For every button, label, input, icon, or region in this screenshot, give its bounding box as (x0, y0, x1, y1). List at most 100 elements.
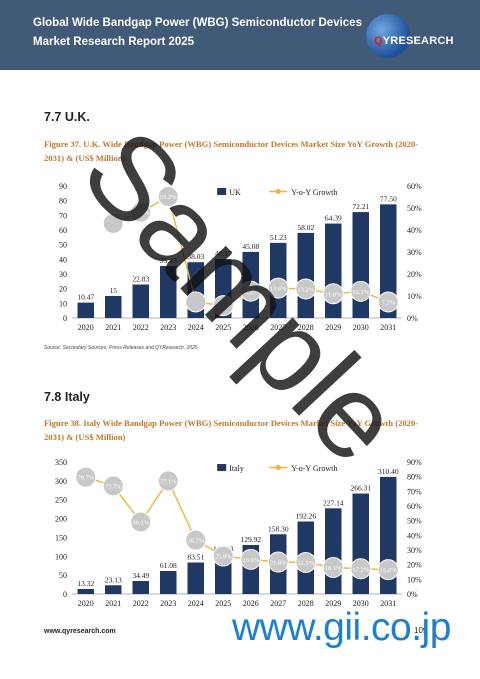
growth-label: 55.2% (160, 194, 177, 201)
y-tick-label-left: 40 (59, 255, 67, 264)
growth-marker (130, 201, 152, 223)
growth-label: 25.9% (215, 554, 232, 561)
bar (132, 284, 149, 318)
x-tick-label: 2028 (298, 599, 314, 608)
x-tick-label: 2028 (298, 323, 314, 332)
bar-value-label: 227.14 (323, 498, 344, 507)
x-tick-label: 2022 (133, 323, 149, 332)
growth-label: 77.1% (160, 478, 177, 485)
figure-caption-uk: Figure 37. U.K. Wide Bandgap Power (WBG)… (44, 139, 419, 163)
growth-marker (130, 511, 152, 533)
y-tick-label-right: 70% (407, 487, 422, 496)
bar-value-label: 45.08 (242, 242, 259, 251)
report-header: Global Wide Bandgap Power (WBG) Semicond… (0, 0, 480, 70)
legend-line-label: Y-o-Y Growth (291, 188, 337, 197)
y-tick-label-left: 30 (59, 270, 67, 279)
bar-value-label: 58.02 (297, 223, 314, 232)
legend-bar-swatch (217, 464, 227, 471)
y-tick-label-left: 90 (59, 182, 67, 191)
x-tick-label: 2030 (353, 323, 369, 332)
x-tick-label: 2024 (188, 323, 204, 332)
x-tick-label: 2031 (380, 323, 396, 332)
growth-label: 49.1% (132, 519, 149, 526)
x-tick-label: 2020 (78, 599, 94, 608)
growth-marker (102, 212, 124, 234)
bar-value-label: 310.40 (378, 467, 399, 476)
x-tick-label: 2023 (160, 323, 176, 332)
bar-value-label: 22.83 (132, 275, 149, 284)
growth-marker (240, 280, 262, 302)
bar (132, 580, 149, 594)
y-tick-label-right: 10% (407, 575, 422, 584)
growth-label: 13.6% (270, 286, 287, 293)
x-tick-label: 2027 (270, 323, 286, 332)
y-tick-label-left: 200 (55, 515, 67, 524)
growth-marker (377, 559, 399, 581)
growth-label: 23.6% (242, 557, 259, 564)
y-tick-label-right: 60% (407, 182, 422, 191)
growth-label: 21.5% (297, 560, 314, 567)
bar-value-label: 158.30 (268, 524, 289, 533)
bar (105, 585, 122, 594)
y-tick-label-right: 80% (407, 473, 422, 482)
bar-value-label: 35.43 (160, 256, 177, 265)
growth-marker (102, 475, 124, 497)
x-tick-label: 2026 (243, 599, 259, 608)
y-tick-label-left: 50 (59, 571, 67, 580)
bar-value-label: 64.39 (325, 214, 342, 223)
bar-value-label: 61.08 (160, 561, 177, 570)
growth-label: 36.7% (187, 538, 204, 545)
logo-wordmark: QYRESEARCH (374, 35, 454, 47)
bar (380, 204, 397, 318)
legend-bar-swatch (217, 188, 227, 195)
growth-label: 73.7% (105, 483, 122, 490)
growth-marker (212, 545, 234, 567)
bar-value-label: 83.51 (187, 553, 204, 562)
x-tick-label: 2030 (353, 599, 369, 608)
growth-marker (185, 529, 207, 551)
report-title: Global Wide Bandgap Power (WBG) Semicond… (33, 17, 362, 48)
x-tick-label: 2027 (270, 599, 286, 608)
bar-value-label: 23.13 (105, 575, 122, 584)
growth-marker (157, 186, 179, 208)
legend-line-marker (275, 189, 281, 194)
bar (352, 212, 369, 318)
growth-marker (75, 466, 97, 488)
bar (160, 266, 177, 318)
bar-value-label: 77.50 (380, 194, 397, 203)
y-tick-label-right: 60% (407, 502, 422, 511)
growth-marker (350, 280, 372, 302)
x-tick-label: 2031 (380, 599, 396, 608)
legend-bar-label: UK (229, 188, 241, 197)
x-tick-label: 2029 (325, 599, 341, 608)
growth-marker (240, 548, 262, 570)
bar (105, 296, 122, 318)
growth-label: 17.2% (352, 566, 369, 573)
bar (77, 302, 94, 318)
growth-marker (267, 551, 289, 573)
y-tick-label-left: 0 (63, 314, 67, 323)
y-tick-label-left: 0 (63, 590, 67, 599)
growth-marker (295, 278, 317, 300)
y-tick-label-left: 10 (59, 299, 67, 308)
gii-watermark: www.gii.co.jp (232, 606, 451, 649)
legend-line-marker (275, 465, 281, 470)
y-tick-label-left: 20 (59, 285, 67, 294)
section-title-uk: 7.7 U.K. (44, 110, 90, 124)
growth-label: 7.3% (381, 299, 395, 306)
section-title-italy: 7.8 Italy (44, 390, 90, 404)
bar (325, 508, 342, 594)
growth-marker (185, 291, 207, 313)
y-tick-label-right: 50% (407, 204, 422, 213)
x-tick-label: 2022 (133, 599, 149, 608)
growth-label: 16.6% (380, 567, 397, 574)
y-tick-label-left: 70 (59, 211, 67, 220)
y-tick-label-right: 0% (407, 590, 418, 599)
uk-chart: 01020304050607080900%10%20%30%40%50%60%1… (59, 182, 422, 332)
y-tick-label-left: 150 (55, 533, 67, 542)
source-note: Source: Secondary Sources, Press Release… (44, 345, 198, 351)
growth-marker (267, 277, 289, 299)
y-tick-label-right: 0% (407, 314, 418, 323)
growth-marker (295, 551, 317, 573)
x-tick-label: 2021 (105, 599, 121, 608)
